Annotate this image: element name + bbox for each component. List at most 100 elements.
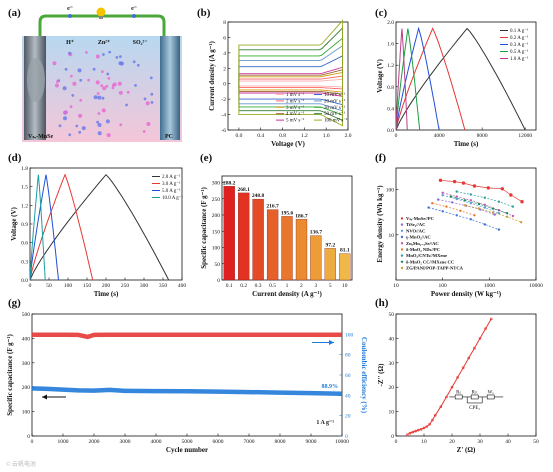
eis-point bbox=[425, 425, 429, 428]
ion-dot bbox=[64, 67, 68, 71]
x-tick-label: 4000 bbox=[434, 133, 445, 139]
cv-chart: 0.0 0.4 0.8 1.2 1.6 2.0 -6 -4 -2 0 2 4 6 8 Voltage (V)… bbox=[208, 19, 352, 148]
legend-marker bbox=[400, 266, 404, 270]
bar-value-label: 288.2 bbox=[223, 180, 236, 186]
y-axis-label: Current density (A g⁻¹) bbox=[208, 41, 216, 111]
panel-label-d: (d) bbox=[8, 152, 22, 164]
fit-line bbox=[406, 318, 492, 436]
ion-dot bbox=[81, 126, 86, 131]
ion-dot bbox=[77, 68, 82, 73]
ion-dot bbox=[108, 50, 112, 54]
legend-label: 1 mV s⁻¹ bbox=[286, 92, 305, 98]
panel-label-g: (g) bbox=[8, 297, 21, 309]
ion-dot bbox=[125, 103, 128, 107]
legend-label: 20 mV s⁻¹ bbox=[324, 98, 345, 104]
x-tick-label: 1.2 bbox=[301, 133, 308, 139]
ion-dot bbox=[79, 78, 83, 82]
x-tick-label: 3 bbox=[315, 283, 318, 289]
ion-dot bbox=[95, 80, 100, 85]
y-tick-label: 0.4 bbox=[387, 106, 394, 112]
x-axis-label: Z' (Ω) bbox=[457, 446, 476, 454]
x-axis-label: Power density (W kg⁻¹) bbox=[431, 290, 502, 298]
eis-point bbox=[408, 431, 412, 435]
legend-marker bbox=[400, 217, 404, 220]
x-tick-label: 0.3 bbox=[255, 283, 262, 289]
ragone-point bbox=[497, 228, 501, 231]
x-tick-label: 10 bbox=[342, 283, 348, 289]
ragone-point bbox=[469, 199, 472, 202]
ion-dot bbox=[101, 70, 104, 73]
y2-tick-label: 0 bbox=[345, 434, 348, 440]
bulb-base-icon bbox=[99, 16, 103, 19]
bar-value-label: 136.7 bbox=[310, 230, 323, 236]
ion-dot bbox=[105, 84, 109, 88]
capacitance-bar bbox=[223, 186, 235, 281]
x-tick-label: 4000 bbox=[151, 439, 162, 445]
capacitance-trace bbox=[31, 386, 343, 397]
eis-point bbox=[411, 430, 415, 434]
y-tick-label: 250 bbox=[212, 197, 221, 203]
y-tick-label: 300 bbox=[212, 181, 221, 187]
ragone-point bbox=[469, 218, 472, 221]
legend-label: Vₛₑ-MnSe//PC bbox=[406, 216, 434, 221]
electron-label-left: e⁻ bbox=[67, 6, 73, 12]
gcd-curve bbox=[29, 174, 46, 281]
gcd-curve bbox=[29, 174, 59, 281]
legend-marker bbox=[400, 260, 404, 263]
y-tick-label: 10 bbox=[389, 233, 395, 239]
watermark-text: © 云帆电池 bbox=[6, 460, 36, 468]
y-tick-label: 30 bbox=[389, 361, 395, 367]
cycling-frame bbox=[31, 313, 343, 437]
cv-curve bbox=[238, 78, 343, 88]
ion-dot bbox=[62, 86, 67, 91]
gcd-curve bbox=[395, 27, 526, 131]
ragone-point bbox=[445, 205, 448, 208]
capacitance-bar bbox=[324, 248, 336, 281]
mnse-particle-image bbox=[27, 58, 45, 102]
y-tick-label: 0 bbox=[223, 82, 226, 88]
ion-dot bbox=[55, 83, 59, 88]
ragone-point bbox=[451, 201, 454, 204]
ion-dot bbox=[71, 94, 75, 97]
ion-dot bbox=[63, 116, 67, 121]
x-tick-label: 12000 bbox=[518, 133, 532, 139]
bar-value-label: 97.2 bbox=[325, 242, 335, 248]
ragone-point bbox=[511, 214, 515, 218]
ragone-line bbox=[428, 207, 500, 230]
ion-dot bbox=[134, 84, 137, 87]
x-tick-label: 0.4 bbox=[257, 133, 264, 139]
y-tick-label: 100 bbox=[22, 410, 31, 416]
y-axis-label: -Z'' (Ω) bbox=[377, 363, 385, 387]
ragone-point bbox=[491, 211, 495, 214]
ion-dot bbox=[101, 108, 106, 113]
y-tick-label: 50 bbox=[215, 262, 221, 268]
x-tick-label: 1.6 bbox=[323, 133, 330, 139]
panel-label-c: (c) bbox=[375, 7, 388, 19]
y-tick-label: 0 bbox=[217, 278, 220, 284]
legend-marker bbox=[400, 254, 404, 257]
legend-label: γ-MnO₂//AC bbox=[405, 235, 431, 240]
x-tick-label: 5000 bbox=[182, 439, 193, 445]
gcd-curve bbox=[29, 173, 94, 281]
ion-dot bbox=[107, 77, 111, 80]
x-tick-label: 0.5 bbox=[269, 283, 276, 289]
ion-dot bbox=[150, 92, 154, 96]
ion-dot bbox=[93, 95, 98, 100]
eis-point bbox=[414, 429, 417, 433]
ragone-point bbox=[500, 187, 504, 191]
legend-marker bbox=[400, 248, 404, 251]
ion-dot bbox=[72, 81, 77, 86]
x-tick-label: 10 bbox=[421, 439, 427, 445]
eis-point bbox=[433, 413, 437, 417]
x-tick-label: 0.1 bbox=[226, 283, 233, 289]
ion-dot bbox=[145, 101, 150, 106]
ion-dot bbox=[106, 72, 110, 76]
ragone-point bbox=[472, 184, 477, 188]
ragone-point bbox=[505, 212, 509, 215]
x-axis-label: Time (s) bbox=[454, 140, 479, 148]
legend-label: ZnₓMn₁₋ₓSe//AC bbox=[406, 241, 439, 246]
legend-label: 10.0 A g⁻¹ bbox=[162, 195, 183, 201]
x-tick-label: 8000 bbox=[477, 133, 488, 139]
y-axis-label: Voltage (V) bbox=[376, 58, 384, 92]
